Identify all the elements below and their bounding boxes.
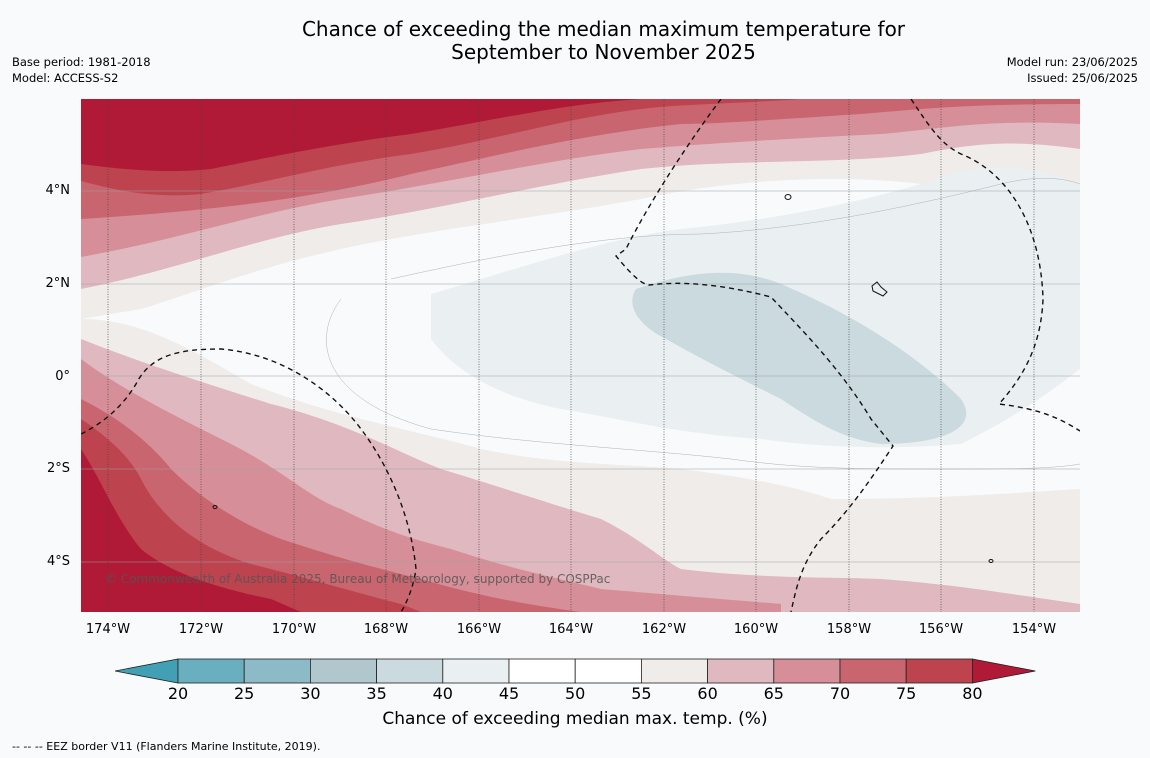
y-label-4n: 4°N: [45, 183, 71, 198]
map-svg: [81, 99, 1080, 612]
colorbar-tick-label: 20: [167, 684, 189, 703]
colorbar-tick-label: 40: [432, 684, 453, 703]
colorbar-extend-low: [114, 658, 179, 684]
meta-right: Model run: 23/06/2025 Issued: 25/06/2025: [1007, 54, 1138, 86]
band-east-40: [632, 272, 967, 444]
copyright-notice: © Commonwealth of Australia 2025, Bureau…: [105, 572, 611, 586]
colorbar-tick-label: 70: [829, 684, 851, 703]
colorbar-swatch: [707, 658, 775, 684]
colorbar-swatch: [839, 658, 907, 684]
y-label-0: 0°: [55, 369, 70, 384]
title-line-2: September to November 2025: [451, 40, 756, 64]
colorbar: [114, 658, 1037, 688]
x-label-158w: 158°W: [826, 622, 872, 637]
colorbar-svg: [114, 658, 1036, 684]
colorbar-swatch: [309, 658, 377, 684]
forecast-map: [81, 99, 1080, 612]
colorbar-swatch: [243, 658, 311, 684]
x-label-160w: 160°W: [733, 622, 779, 637]
islands: [212, 194, 994, 563]
latitude-gridlines: [81, 190, 1080, 563]
colorbar-swatch: [773, 658, 841, 684]
colorbar-tick-label: 65: [763, 684, 784, 703]
y-label-2n: 2°N: [45, 276, 71, 291]
base-period: Base period: 1981-2018: [12, 55, 151, 69]
colorbar-swatch: [442, 658, 510, 684]
eez-legend-note: -- -- -- EEZ border V11 (Flanders Marine…: [12, 740, 321, 753]
x-label-168w: 168°W: [363, 622, 409, 637]
colorbar-swatch: [376, 658, 444, 684]
colorbar-swatch: [574, 658, 642, 684]
colorbar-tick-label: 35: [366, 684, 387, 703]
colorbar-tick-label: 80: [962, 684, 983, 703]
model-name: Model: ACCESS-S2: [12, 71, 119, 85]
colorbar-tick-label: 25: [234, 684, 255, 703]
band-south-85: [81, 449, 301, 612]
colorbar-swatch: [508, 658, 576, 684]
colorbar-tick-label: 50: [565, 684, 586, 703]
x-label-156w: 156°W: [918, 622, 964, 637]
colorbar-tick-label: 75: [896, 684, 917, 703]
eez-borders: [81, 99, 1080, 612]
x-label-154w: 154°W: [1011, 622, 1057, 637]
colorbar-tick-label: 55: [631, 684, 652, 703]
band-south-80: [81, 419, 421, 612]
band-north-85: [81, 99, 641, 172]
map-title: Chance of exceeding the median maximum t…: [0, 18, 1150, 64]
colorbar-swatch: [641, 658, 709, 684]
x-label-162w: 162°W: [641, 622, 687, 637]
colorbar-tick-label: 60: [697, 684, 718, 703]
colorbar-extend-high: [972, 658, 1036, 684]
x-label-170w: 170°W: [271, 622, 317, 637]
meta-left: Base period: 1981-2018 Model: ACCESS-S2: [12, 54, 151, 86]
model-run: Model run: 23/06/2025: [1006, 55, 1138, 69]
title-line-1: Chance of exceeding the median maximum t…: [301, 17, 906, 41]
longitude-gridlines: [107, 99, 1035, 612]
x-label-164w: 164°W: [548, 622, 594, 637]
y-label-2s: 2°S: [46, 461, 70, 476]
colorbar-title: Chance of exceeding median max. temp. (%…: [382, 709, 768, 729]
y-label-4s: 4°S: [46, 554, 70, 569]
x-label-172w: 172°W: [178, 622, 224, 637]
colorbar-tick-label: 30: [300, 684, 321, 703]
colorbar-tick-label: 45: [498, 684, 520, 703]
issued-date: Issued: 25/06/2025: [1027, 71, 1138, 85]
x-label-174w: 174°W: [85, 622, 131, 637]
colorbar-swatch: [905, 658, 973, 684]
colorbar-swatch: [177, 658, 245, 684]
contour-line: [390, 177, 1080, 280]
x-label-166w: 166°W: [456, 622, 502, 637]
